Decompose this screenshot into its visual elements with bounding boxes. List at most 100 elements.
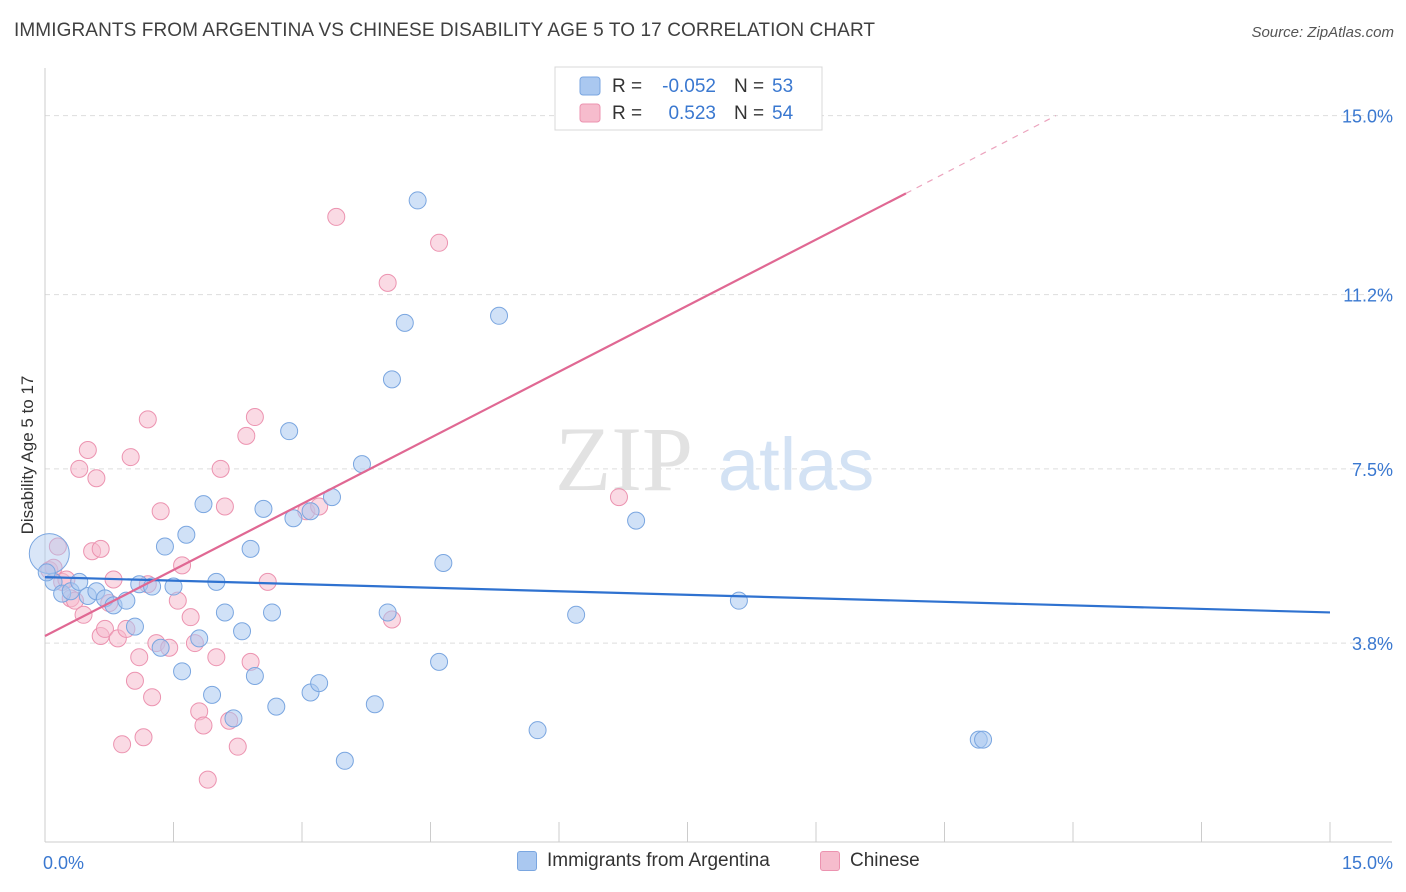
- point-argentina: [164, 577, 183, 596]
- point-chinese: [87, 469, 106, 488]
- legend-r-label-1: R =: [612, 76, 642, 97]
- grid-lines: [45, 115, 1392, 644]
- point-chinese: [143, 688, 162, 707]
- point-chinese: [327, 207, 346, 226]
- legend-swatch-pink: [579, 103, 601, 123]
- legend-n-label-2: N =: [734, 103, 764, 124]
- point-chinese: [430, 233, 449, 252]
- point-argentina: [177, 525, 196, 544]
- tick-labels: 3.8% 7.5% 11.2% 15.0% 0.0% 15.0%: [43, 107, 1393, 873]
- point-chinese: [207, 648, 226, 667]
- trend-line-argentina: [44, 576, 1331, 614]
- point-argentina: [155, 537, 174, 556]
- point-argentina: [203, 685, 222, 704]
- point-chinese: [258, 572, 277, 591]
- point-argentina: [233, 622, 252, 641]
- point-argentina: [125, 617, 144, 636]
- legend-item-chinese: Chinese: [820, 850, 920, 872]
- point-argentina: [254, 499, 273, 518]
- point-argentina: [408, 191, 427, 210]
- point-chinese: [228, 737, 247, 756]
- point-argentina: [280, 422, 299, 441]
- point-chinese: [215, 497, 234, 516]
- trend-line-chinese-extension: [905, 115, 1057, 194]
- point-argentina: [301, 502, 320, 521]
- y-tick-label: 3.8%: [1352, 634, 1393, 654]
- point-chinese: [48, 537, 67, 556]
- point-argentina: [263, 603, 282, 622]
- point-argentina: [528, 721, 547, 740]
- legend-r-value-2: 0.523: [668, 103, 716, 124]
- point-argentina: [567, 605, 586, 624]
- trend-lines: [44, 115, 1331, 637]
- point-chinese: [151, 502, 170, 521]
- legend-swatch-blue: [579, 76, 601, 96]
- point-argentina: [974, 730, 993, 749]
- legend-swatch-argentina: [517, 851, 537, 871]
- point-chinese: [194, 716, 213, 735]
- point-chinese: [245, 408, 264, 427]
- legend-r-label-2: R =: [612, 103, 642, 124]
- watermark: ZIP atlas: [555, 408, 874, 510]
- point-chinese: [78, 441, 97, 459]
- bottom-legend: Immigrants from Argentina Chinese: [0, 850, 1406, 878]
- point-chinese: [138, 410, 157, 429]
- point-argentina: [627, 511, 646, 530]
- legend-item-argentina: Immigrants from Argentina: [517, 850, 770, 872]
- legend-label-chinese: Chinese: [850, 850, 920, 871]
- chart-title: IMMIGRANTS FROM ARGENTINA VS CHINESE DIS…: [14, 20, 876, 41]
- point-argentina: [395, 313, 414, 332]
- point-chinese: [211, 459, 230, 478]
- y-tick-label: 11.2%: [1343, 286, 1393, 306]
- chart-source: Source: ZipAtlas.com: [1251, 24, 1394, 41]
- y-tick-label: 7.5%: [1352, 460, 1393, 480]
- point-chinese: [198, 770, 217, 789]
- point-argentina: [267, 697, 286, 716]
- point-argentina: [365, 695, 384, 714]
- point-chinese: [134, 728, 153, 747]
- point-chinese: [378, 273, 397, 292]
- point-argentina: [224, 709, 243, 728]
- point-argentina: [215, 603, 234, 622]
- axes: [44, 68, 1392, 843]
- y-tick-label: 15.0%: [1342, 107, 1393, 127]
- point-argentina: [729, 591, 748, 610]
- legend-n-value-2: 54: [772, 103, 794, 124]
- point-argentina: [335, 751, 354, 770]
- point-argentina: [245, 667, 264, 686]
- point-chinese: [95, 619, 114, 638]
- point-argentina: [310, 674, 329, 693]
- series-immigrants-from-argentina: [28, 191, 993, 770]
- point-argentina: [430, 652, 449, 671]
- watermark-atlas: atlas: [718, 423, 874, 506]
- point-chinese: [237, 426, 256, 445]
- point-argentina: [194, 495, 213, 514]
- point-chinese: [70, 459, 89, 478]
- legend-swatch-chinese: [820, 851, 840, 871]
- trend-line-chinese: [44, 192, 907, 637]
- point-argentina: [190, 629, 209, 648]
- x-tick-label: 15.0%: [1342, 853, 1393, 873]
- legend-label-argentina: Immigrants from Argentina: [547, 850, 770, 871]
- point-argentina: [241, 539, 260, 558]
- correlation-legend: R = -0.052 N = 53 R = 0.523 N = 54: [554, 66, 823, 131]
- point-chinese: [125, 671, 144, 690]
- point-argentina: [490, 306, 509, 325]
- point-chinese: [609, 488, 628, 507]
- point-chinese: [121, 448, 140, 467]
- point-argentina: [173, 662, 192, 681]
- point-argentina: [434, 554, 453, 573]
- point-chinese: [181, 608, 200, 627]
- point-argentina: [382, 370, 401, 389]
- point-argentina: [151, 638, 170, 657]
- x-tick-label: 0.0%: [43, 853, 84, 873]
- point-chinese: [74, 605, 93, 624]
- point-argentina: [284, 509, 303, 528]
- point-argentina: [378, 603, 397, 622]
- point-chinese: [91, 539, 110, 558]
- legend-r-value-1: -0.052: [662, 76, 716, 97]
- legend-n-value-1: 53: [772, 76, 793, 97]
- point-chinese: [130, 648, 149, 667]
- legend-n-label-1: N =: [734, 76, 764, 97]
